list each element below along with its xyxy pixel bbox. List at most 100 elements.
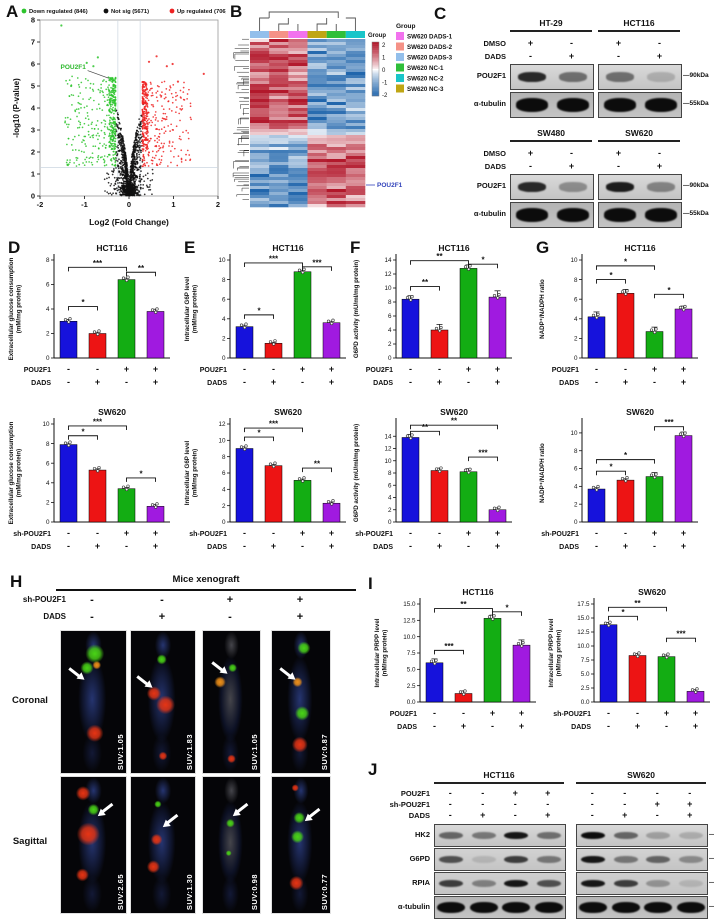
data-point xyxy=(434,658,438,662)
condition-mark: - xyxy=(90,594,94,606)
bar-chart-D-HCT116: HCT116 Extracellular glucose consumption(… xyxy=(8,243,170,387)
tumor-arrow xyxy=(211,661,224,672)
pet-image: SUV:0.98 xyxy=(202,776,261,914)
data-point xyxy=(607,623,611,628)
data-point xyxy=(68,317,72,321)
y-tick-label: 1 xyxy=(31,170,35,179)
data-point xyxy=(405,296,410,300)
chart-title: SW620 xyxy=(638,587,666,597)
data-point xyxy=(273,461,277,465)
molecular-weight-marker: —90kDa xyxy=(683,182,709,189)
data-point xyxy=(433,661,437,666)
sig-bracket xyxy=(244,427,303,433)
condition-row-label: DADS xyxy=(207,544,227,551)
chart-title: SW620 xyxy=(626,407,654,417)
colorbar-tick: 2 xyxy=(382,43,386,49)
sig-stars: *** xyxy=(269,254,279,263)
sig-stars: *** xyxy=(478,449,488,458)
data-point xyxy=(67,320,71,324)
sig-stars: * xyxy=(667,286,671,295)
sig-stars: * xyxy=(609,463,613,472)
blot-α-tubulin xyxy=(434,896,566,919)
blot-band xyxy=(556,98,589,112)
data-point xyxy=(126,275,130,279)
condition-mark: + xyxy=(527,148,534,158)
data-point xyxy=(603,621,608,625)
bar xyxy=(264,465,283,523)
data-point xyxy=(497,505,501,509)
data-point xyxy=(625,476,629,480)
sig-bracket xyxy=(244,262,303,267)
data-point xyxy=(434,326,439,331)
data-point xyxy=(410,295,414,299)
sig-stars: ** xyxy=(422,423,429,432)
data-point xyxy=(463,689,467,693)
condition-row-label: sh-POU2F1 xyxy=(189,531,227,538)
cell-line-rule xyxy=(598,30,680,32)
pet-image: SUV:1.05 xyxy=(202,630,261,774)
blot-band xyxy=(603,98,636,112)
y-axis-label: Intracellular PRPP level xyxy=(548,618,555,687)
bar xyxy=(430,470,449,523)
blot-band xyxy=(504,879,529,888)
sig-bracket xyxy=(608,615,638,621)
colorbar-tick: 1 xyxy=(382,56,386,62)
legend-label: Not sig (5671) xyxy=(111,9,149,15)
column-dendrogram xyxy=(259,11,356,37)
sig-bracket xyxy=(654,293,684,299)
data-point xyxy=(496,296,500,300)
chart-title: HCT116 xyxy=(272,243,303,253)
blot-band xyxy=(556,208,589,222)
sig-bracket xyxy=(596,279,626,284)
condition-mark: - xyxy=(658,148,661,158)
blot-band xyxy=(471,855,496,864)
sig-bracket xyxy=(410,430,440,436)
panel-g-letter: G xyxy=(536,238,550,257)
blot-row-label: α-tubulin xyxy=(473,99,506,108)
cell-line-title: SW620 xyxy=(627,770,655,780)
y-tick-label: 10 xyxy=(42,421,50,428)
y-tick-label: 8 xyxy=(388,299,392,306)
data-point xyxy=(301,270,305,275)
sig-stars: ** xyxy=(460,600,467,609)
condition-mark: + xyxy=(271,377,276,387)
xenograft-title: Mice xenograft xyxy=(172,574,240,585)
blot-band xyxy=(678,879,703,888)
molecular-weight-marker: —37kD xyxy=(709,903,714,910)
tumor-arrow xyxy=(68,667,80,677)
sig-stars: * xyxy=(505,603,509,612)
condition-mark: - xyxy=(67,541,70,551)
data-point xyxy=(92,330,97,334)
condition-row-label: DADS xyxy=(31,544,51,551)
blot-band xyxy=(536,831,561,840)
data-point xyxy=(96,469,100,473)
panel-f-letter: F xyxy=(350,238,361,257)
condition-mark: - xyxy=(448,799,452,809)
bar xyxy=(512,644,531,703)
condition-mark: - xyxy=(481,799,485,809)
bar-chart-F-SW620: SW620 G6PD activity (mU/ml/mg protein) 0 2 4… xyxy=(353,407,512,551)
data-point xyxy=(516,642,521,646)
blot-subblock: HT-29 DMSO + - DADS - + POU2F1 α-tubulin HCT116 + -… xyxy=(430,18,714,126)
blot-band xyxy=(579,901,608,914)
condition-mark: - xyxy=(624,364,627,374)
group-legend-label: SW620 NC-1 xyxy=(407,65,444,72)
condition-row-label: DADS xyxy=(484,162,506,171)
blot-band xyxy=(515,98,548,112)
bar xyxy=(488,296,507,359)
data-point xyxy=(468,264,472,268)
panel-i-prpp: I HCT116 Intracellular PRPP level (nM/mg p… xyxy=(364,572,714,762)
sig-bracket xyxy=(302,266,332,271)
sig-bracket xyxy=(608,606,667,612)
condition-mark: - xyxy=(623,788,627,798)
blot-band xyxy=(517,182,546,192)
blot-α-tubulin xyxy=(510,202,594,228)
pet-image: SUV:0.77 xyxy=(271,776,331,914)
data-point xyxy=(636,654,640,658)
condition-mark: - xyxy=(228,611,232,623)
blot-band xyxy=(644,901,673,914)
y-axis-label: NADP⁺/NADPH ratio xyxy=(539,279,546,339)
suv-value: SUV:1.83 xyxy=(185,733,194,770)
data-point xyxy=(678,305,683,310)
y-tick-label: 6 xyxy=(388,313,392,320)
